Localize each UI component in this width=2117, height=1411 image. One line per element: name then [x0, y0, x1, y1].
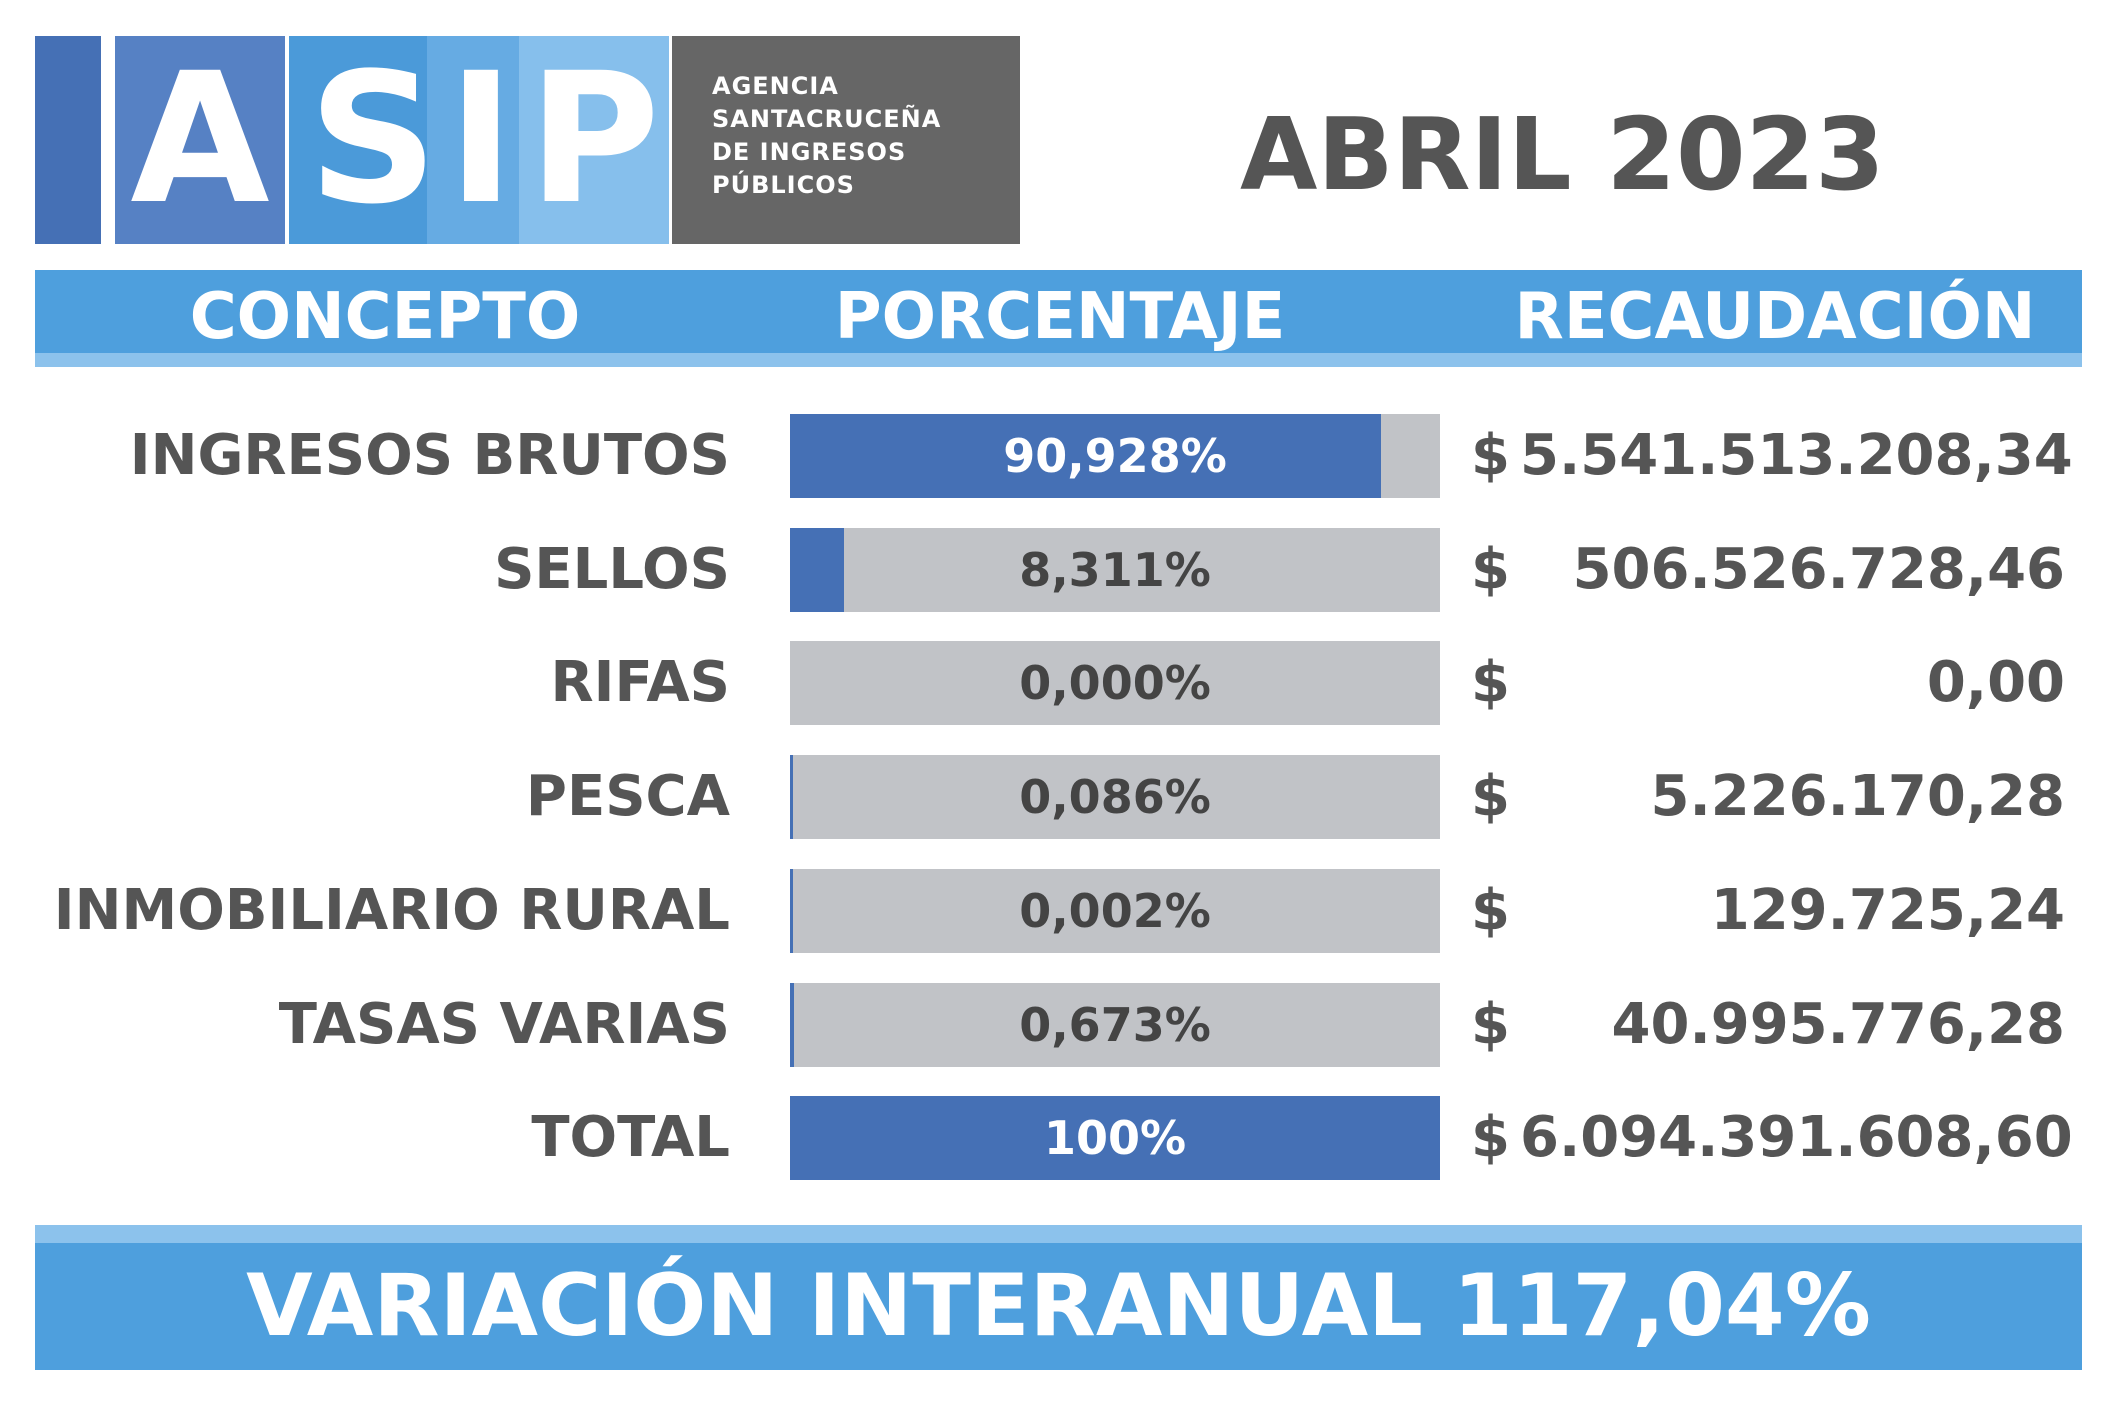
agency-line-1: AGENCIA	[712, 72, 839, 100]
row-amount: 5.541.513.208,34	[1520, 423, 2073, 488]
table-row: TOTAL 100% $6.094.391.608,60	[0, 1096, 2117, 1181]
header-concept: CONCEPTO	[189, 280, 581, 354]
table-row: PESCA 0,086% $5.226.170,28	[0, 755, 2117, 840]
percentage-bar-fill	[790, 527, 845, 612]
percentage-bar: 8,311%	[790, 527, 1440, 612]
table-header: CONCEPTO PORCENTAJE RECAUDACIÓN	[35, 270, 2082, 367]
currency-symbol: $	[1471, 877, 1510, 943]
row-amount: 129.725,24	[1710, 877, 2065, 943]
percentage-bar: 0,002%	[790, 868, 1440, 953]
currency-symbol: $	[1471, 991, 1510, 1057]
percentage-bar: 100%	[790, 1096, 1440, 1181]
row-amount: 0,00	[1926, 650, 2065, 716]
percentage-label: 8,311%	[1019, 542, 1211, 597]
percentage-label: 0,002%	[1019, 883, 1211, 938]
row-concept: RIFAS	[550, 650, 730, 716]
currency-symbol: $	[1471, 650, 1510, 716]
table-row: INGRESOS BRUTOS 90,928% $5.541.513.208,34	[0, 414, 2117, 498]
annual-variation: VARIACIÓN INTERANUAL 117,04%	[246, 1256, 1871, 1356]
footer-banner: VARIACIÓN INTERANUAL 117,04%	[35, 1225, 2082, 1370]
percentage-bar-fill	[790, 868, 793, 953]
logo-letter-i: I	[427, 36, 535, 244]
row-amount: 40.995.776,28	[1611, 991, 2065, 1057]
agency-line-2: SANTACRUCEÑA	[712, 105, 942, 133]
logo-letter-a: A	[115, 36, 285, 244]
logo-strip	[35, 36, 101, 244]
table-row: TASAS VARIAS 0,673% $40.995.776,28	[0, 982, 2117, 1067]
period-title: ABRIL 2023	[1240, 96, 1885, 213]
table-row: SELLOS 8,311% $506.526.728,46	[0, 527, 2117, 612]
agency-name: AGENCIA SANTACRUCEÑA DE INGRESOS PÚBLICO…	[672, 36, 1020, 244]
row-amount: 6.094.391.608,60	[1520, 1105, 2073, 1171]
table-row: INMOBILIARIO RURAL 0,002% $129.725,24	[0, 868, 2117, 953]
currency-symbol: $	[1471, 423, 1510, 488]
row-concept: TOTAL	[531, 1105, 730, 1171]
percentage-bar: 90,928%	[790, 414, 1440, 498]
header-underline	[35, 353, 2082, 367]
table-row: RIFAS 0,000% $0,00	[0, 641, 2117, 726]
percentage-bar-fill	[790, 414, 1382, 498]
header-collection: RECAUDACIÓN	[1514, 280, 2036, 354]
row-concept: PESCA	[525, 764, 730, 830]
percentage-label: 90,928%	[1003, 429, 1227, 483]
percentage-label: 0,000%	[1019, 656, 1211, 711]
percentage-bar: 0,086%	[790, 755, 1440, 840]
currency-symbol: $	[1471, 764, 1510, 830]
row-concept: INGRESOS BRUTOS	[129, 423, 730, 488]
percentage-label: 0,086%	[1019, 770, 1211, 825]
header-percentage: PORCENTAJE	[834, 280, 1286, 354]
percentage-bar: 0,000%	[790, 641, 1440, 726]
percentage-label: 100%	[1043, 1111, 1187, 1166]
percentage-label: 0,673%	[1019, 997, 1211, 1052]
agency-line-3: DE INGRESOS	[712, 138, 907, 166]
agency-line-4: PÚBLICOS	[712, 171, 855, 199]
currency-symbol: $	[1471, 1105, 1510, 1171]
percentage-bar-fill	[790, 1096, 1440, 1181]
row-concept: INMOBILIARIO RURAL	[53, 877, 730, 943]
percentage-bar: 0,673%	[790, 982, 1440, 1067]
row-amount: 5.226.170,28	[1650, 764, 2065, 830]
row-concept: SELLOS	[494, 536, 730, 602]
footer-stripe	[35, 1225, 2082, 1243]
logo-letter-p: P	[519, 36, 669, 244]
percentage-bar-fill	[790, 982, 795, 1067]
row-amount: 506.526.728,46	[1572, 536, 2065, 602]
percentage-bar-fill	[790, 755, 793, 840]
currency-symbol: $	[1471, 536, 1510, 602]
row-concept: TASAS VARIAS	[278, 991, 730, 1057]
